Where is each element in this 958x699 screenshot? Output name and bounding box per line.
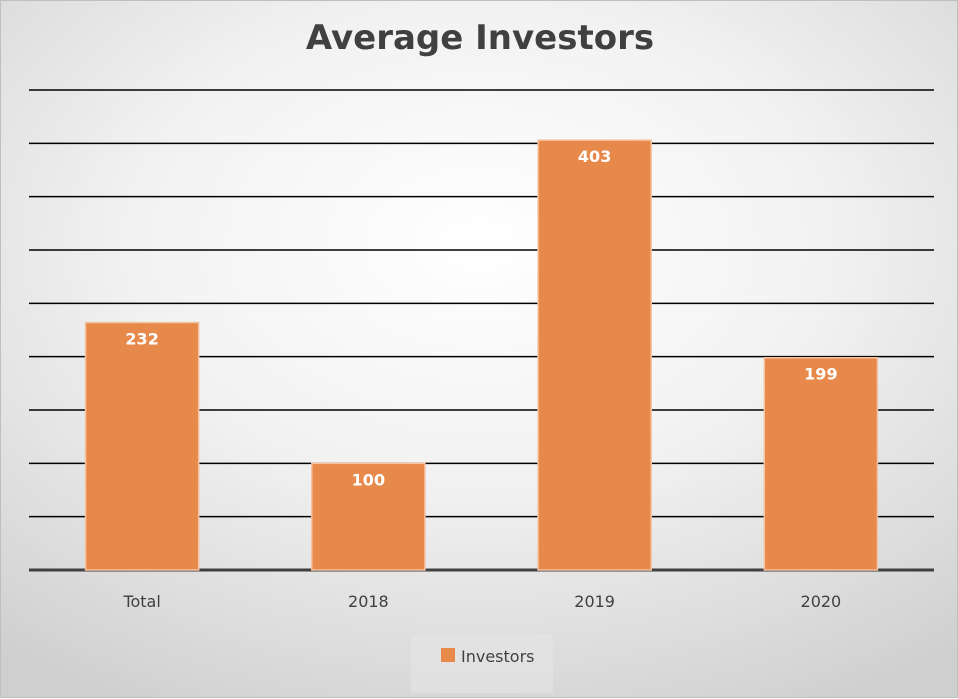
data-label-2019: 403 [578,147,611,166]
bar-2019 [537,139,652,571]
data-label-2018: 100 [352,470,385,489]
chart-title: Average Investors [306,18,654,58]
legend: Investors [411,635,553,693]
legend-box [411,635,553,693]
x-tick-label-total: Total [122,592,160,611]
data-label-2020: 199 [804,365,837,384]
legend-label: Investors [461,647,534,666]
x-tick-label-2019: 2019 [574,592,615,611]
data-label-total: 232 [125,330,158,349]
bar-2018 [311,462,426,571]
data-labels: 232 100 403 199 [125,147,837,489]
bar-2020 [763,356,879,571]
bars [84,139,879,571]
legend-swatch [441,648,455,662]
bar-total [84,321,200,571]
x-tick-label-2018: 2018 [348,592,389,611]
x-axis-tick-labels: Total 2018 2019 2020 [122,592,841,611]
x-tick-label-2020: 2020 [801,592,842,611]
